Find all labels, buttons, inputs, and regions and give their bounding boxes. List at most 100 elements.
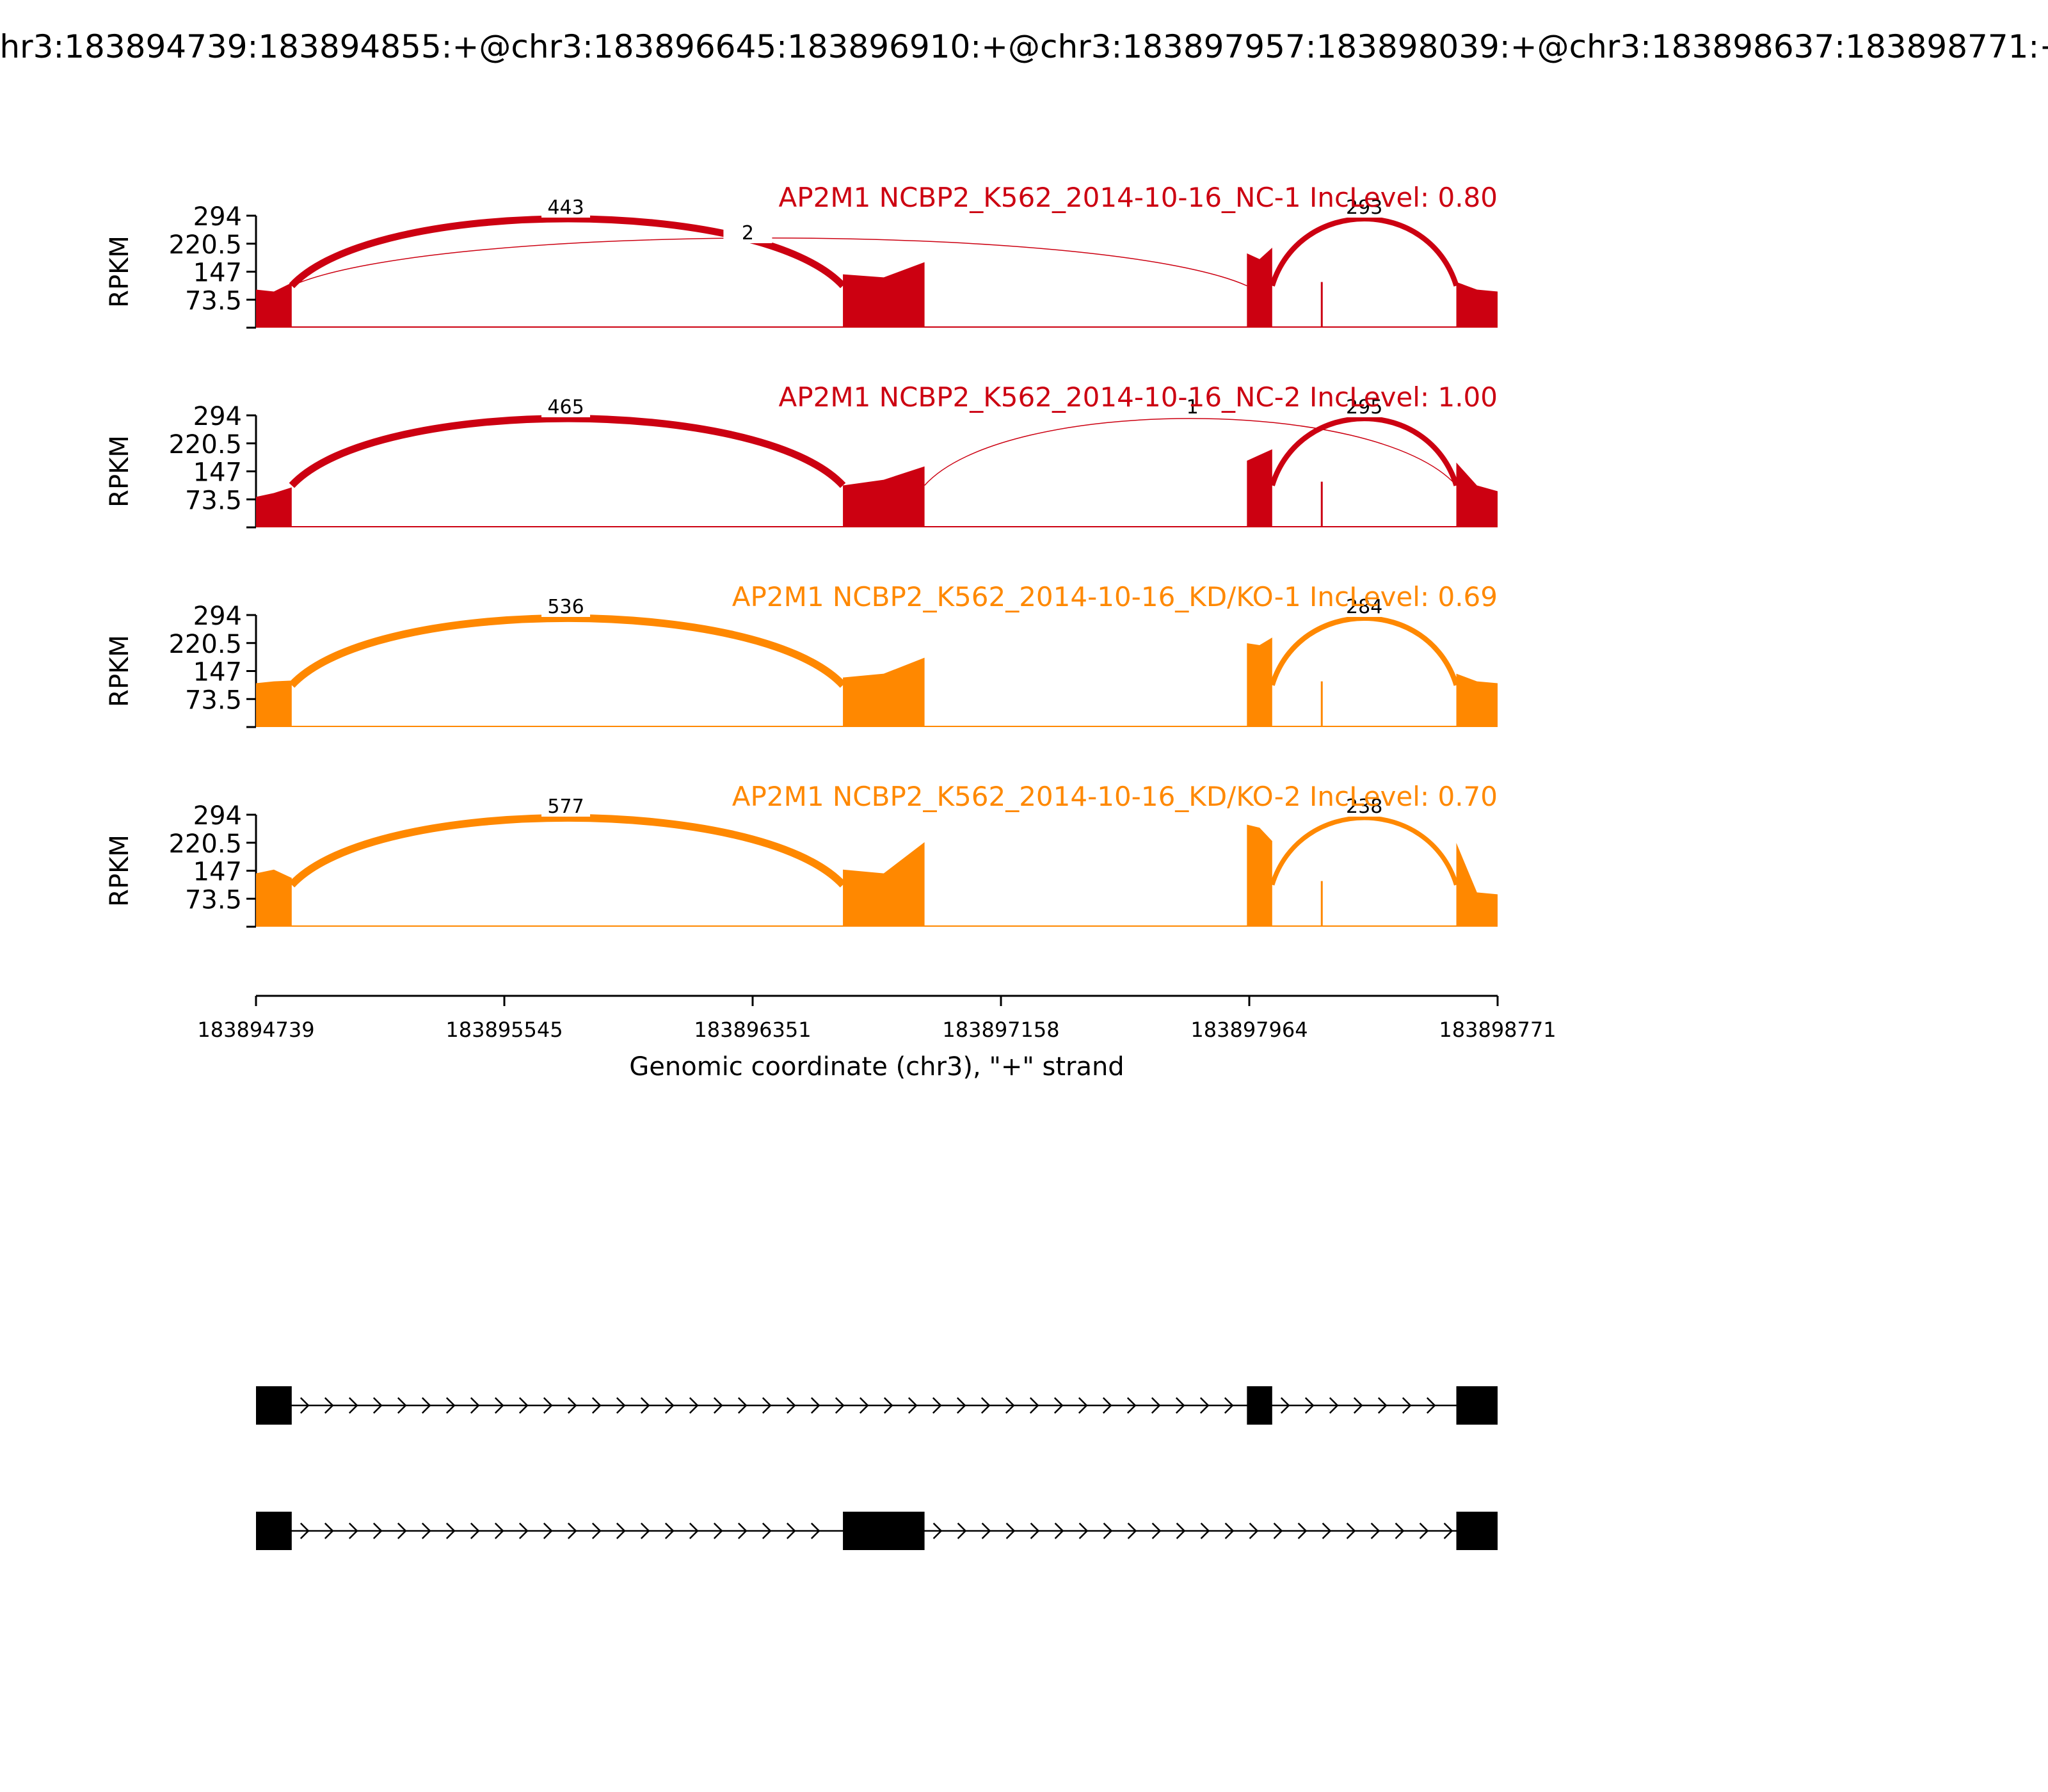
strand-arrow (591, 1523, 602, 1539)
junction-arc (1269, 415, 1459, 486)
strand-arrow (616, 1523, 626, 1539)
strand-arrow (1005, 1523, 1016, 1539)
junction-count: 443 (547, 196, 584, 219)
strand-arrow (1377, 1397, 1388, 1414)
y-tick-label: 220.5 (168, 430, 242, 460)
strand-arrow (1297, 1523, 1308, 1539)
strand-arrow (835, 1397, 845, 1414)
strand-arrow (1249, 1523, 1259, 1539)
strand-arrow (372, 1397, 383, 1414)
y-tick-label: 73.5 (185, 286, 242, 316)
x-axis-label: Genomic coordinate (chr3), "+" strand (629, 1052, 1124, 1082)
isoform-exon (256, 1512, 292, 1550)
strand-arrow (664, 1523, 675, 1539)
strand-arrow (689, 1523, 699, 1539)
strand-arrow (1078, 1523, 1089, 1539)
y-tick-label: 147 (193, 259, 242, 288)
strand-arrow (518, 1397, 529, 1414)
strand-arrow (640, 1523, 650, 1539)
strand-arrow (737, 1523, 748, 1539)
track-label: AP2M1 NCBP2_K562_2014-10-16_NC-2 IncLeve… (779, 381, 1498, 413)
strand-arrow (348, 1397, 358, 1414)
junction-label-bg (1340, 594, 1389, 617)
strand-arrow (1443, 1523, 1453, 1539)
strand-arrow (1102, 1397, 1112, 1414)
track-label: AP2M1 NCBP2_K562_2014-10-16_KD/KO-1 IncL… (732, 581, 1498, 612)
strand-arrow (397, 1397, 407, 1414)
junction-count: 284 (1346, 596, 1382, 618)
exon-coverage-1 (256, 282, 292, 328)
exon-coverage-2 (843, 657, 925, 727)
junction-count: 238 (1346, 796, 1382, 818)
strand-arrow (494, 1397, 504, 1414)
y-tick-label: 294 (193, 801, 242, 831)
junction-arc (1269, 615, 1459, 686)
strand-arrow (810, 1523, 820, 1539)
y-axis-label: RPKM (105, 835, 134, 907)
x-axis: 183894739 183895545 183896351 183897158 1838… (197, 995, 1556, 1042)
x-tick-label: 183894739 (197, 1018, 314, 1042)
strand-arrow (762, 1397, 772, 1414)
isoform-exon (256, 1386, 292, 1425)
strand-arrow (932, 1397, 942, 1414)
strand-arrow (1322, 1523, 1332, 1539)
exon-coverage-4 (1456, 673, 1498, 727)
junction-label-bg (541, 394, 591, 417)
strand-arrow (689, 1397, 699, 1414)
figure-title: chr3:183894739:183894855:+@chr3:18389664… (0, 28, 2048, 65)
strand-arrow (324, 1523, 334, 1539)
x-tick-label: 183896351 (694, 1018, 811, 1042)
y-tick-label: 294 (193, 402, 242, 431)
y-tick-label: 220.5 (168, 230, 242, 260)
strand-arrow (372, 1523, 383, 1539)
strand-arrow (1126, 1397, 1137, 1414)
strand-arrow (1029, 1397, 1039, 1414)
strand-arrow (883, 1397, 893, 1414)
strand-arrow (1199, 1397, 1210, 1414)
strand-arrow (737, 1397, 748, 1414)
strand-arrow (908, 1397, 918, 1414)
junction-label-bg (1340, 394, 1389, 417)
track-label: AP2M1 NCBP2_K562_2014-10-16_NC-1 IncLeve… (779, 182, 1498, 213)
exon-coverage-3 (1247, 824, 1272, 927)
strand-arrow (1078, 1397, 1088, 1414)
isoform-exon (1456, 1512, 1498, 1550)
y-tick-label: 147 (193, 658, 242, 687)
strand-arrow (1280, 1397, 1290, 1414)
strand-arrow (1395, 1523, 1405, 1539)
strand-arrow (981, 1523, 991, 1539)
strand-arrow (348, 1523, 358, 1539)
strand-arrow (956, 1397, 966, 1414)
junction-label-bg (1340, 794, 1389, 817)
junction-label-bg (1340, 195, 1389, 218)
strand-arrow (1224, 1397, 1234, 1414)
strand-arrow (1426, 1397, 1436, 1414)
strand-arrow (397, 1523, 407, 1539)
y-tick-label: 73.5 (185, 486, 242, 515)
strand-arrow (1419, 1523, 1429, 1539)
strand-arrow (300, 1397, 310, 1414)
junction-arc (289, 415, 846, 488)
strand-arrow (421, 1397, 431, 1414)
junction-count: 2 (742, 222, 754, 244)
y-tick-label: 220.5 (168, 829, 242, 859)
junction-arc (1270, 815, 1459, 886)
x-tick-label: 183897158 (942, 1018, 1059, 1042)
exon-coverage-4 (1456, 282, 1498, 328)
strand-arrow (1273, 1523, 1283, 1539)
strand-arrow (1176, 1523, 1186, 1539)
isoform-2 (256, 1512, 1498, 1550)
junction-count: 536 (547, 596, 584, 618)
strand-arrow (664, 1397, 675, 1414)
exon-coverage-2 (843, 262, 925, 328)
strand-arrow (324, 1397, 334, 1414)
strand-arrow (421, 1523, 431, 1539)
strand-arrow (1370, 1523, 1380, 1539)
junction-arc (1269, 216, 1459, 287)
strand-arrow (1053, 1397, 1064, 1414)
strand-arrow (786, 1397, 796, 1414)
exon-coverage-1 (256, 680, 292, 727)
strand-arrow (786, 1523, 796, 1539)
